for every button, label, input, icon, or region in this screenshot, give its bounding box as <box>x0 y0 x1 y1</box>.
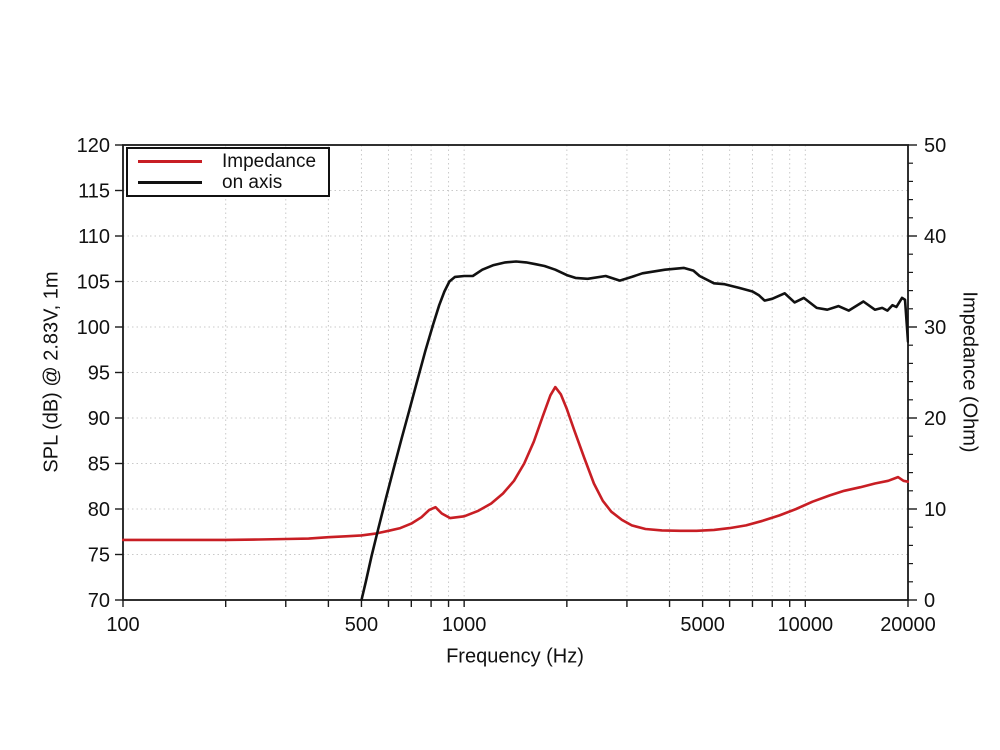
x-axis-title: Frequency (Hz) <box>446 645 584 668</box>
y-left-tick-label: 120 <box>77 135 110 157</box>
x-tick-label: 10000 <box>777 614 833 636</box>
y-right-tick-label: 50 <box>924 135 946 157</box>
y-left-tick-label: 105 <box>77 272 110 294</box>
y-left-tick-label: 110 <box>78 226 110 248</box>
right-axis-title: Impedance (Ohm) <box>958 291 981 453</box>
legend-swatch-impedance <box>138 160 202 163</box>
y-left-tick-label: 115 <box>78 181 110 203</box>
x-tick-label: 5000 <box>680 614 725 636</box>
y-left-tick-label: 95 <box>88 363 110 385</box>
legend-swatch-on-axis <box>138 181 202 184</box>
legend-label: on axis <box>222 172 283 193</box>
curve-on-axis <box>360 260 909 601</box>
y-left-tick-label: 100 <box>77 317 110 339</box>
y-right-tick-label: 20 <box>924 408 946 430</box>
x-tick-label: 1000 <box>442 614 487 636</box>
x-tick-label: 100 <box>106 614 139 636</box>
y-right-tick-label: 30 <box>924 317 946 339</box>
y-left-tick-label: 75 <box>88 545 110 567</box>
legend-row: Impedance <box>136 151 320 172</box>
y-right-tick-label: 10 <box>924 499 946 521</box>
y-left-tick-label: 80 <box>88 499 110 521</box>
legend: Impedance on axis <box>126 147 330 197</box>
x-tick-label: 20000 <box>880 614 936 636</box>
y-right-tick-label: 0 <box>924 590 935 612</box>
y-left-tick-label: 70 <box>88 590 110 612</box>
left-axis-title: SPL (dB) @ 2.83V, 1m <box>40 271 63 473</box>
y-right-tick-label: 40 <box>924 226 946 248</box>
plot-border <box>122 144 909 601</box>
x-tick-label: 500 <box>345 614 378 636</box>
legend-row: on axis <box>136 172 320 193</box>
y-left-tick-label: 85 <box>88 454 110 476</box>
legend-label: Impedance <box>222 151 317 172</box>
y-left-tick-label: 90 <box>88 408 110 430</box>
